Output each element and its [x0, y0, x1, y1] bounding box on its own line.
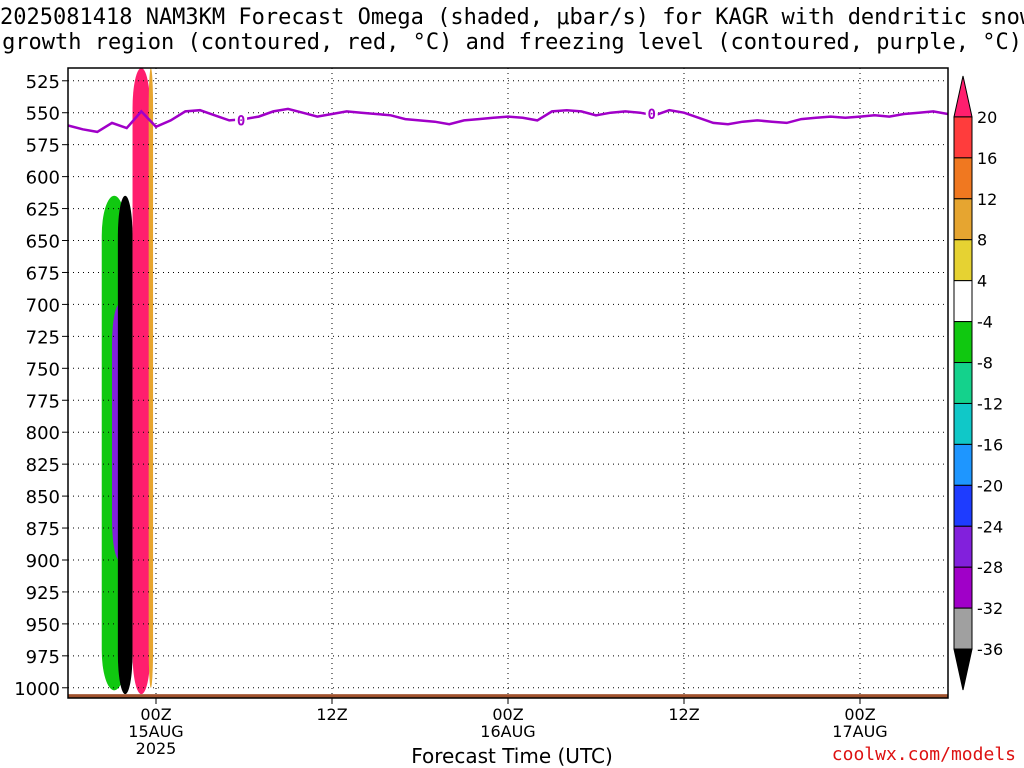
x-axis-label: Forecast Time (UTC)	[411, 744, 613, 768]
x-tick-label: 00Z	[844, 705, 875, 724]
colorbar-label: -28	[977, 558, 1003, 577]
x-tick-label: 12Z	[668, 705, 699, 724]
ground-terrain	[68, 694, 948, 698]
omega-region	[132, 68, 151, 695]
colorbar-swatch	[953, 198, 973, 241]
x-tick-label: 2025	[136, 739, 177, 758]
colorbar-swatch	[953, 607, 973, 650]
y-tick-label: 600	[26, 168, 60, 189]
colorbar-label: -36	[977, 640, 1003, 659]
colorbar-label: -12	[977, 394, 1003, 413]
y-tick-label: 625	[26, 200, 60, 221]
colorbar-label: -24	[977, 517, 1003, 536]
colorbar-label: -20	[977, 476, 1003, 495]
x-tick-label: 00Z	[140, 705, 171, 724]
omega-region	[148, 68, 154, 688]
y-tick-label: 725	[26, 327, 60, 348]
x-tick-label: 16AUG	[480, 722, 535, 741]
colorbar-swatch	[953, 484, 973, 527]
y-tick-label: 925	[26, 583, 60, 604]
colorbar-label: 16	[977, 149, 997, 168]
colorbar-swatch	[953, 402, 973, 445]
colorbar-swatch	[953, 525, 973, 568]
y-tick-label: 575	[26, 136, 60, 157]
x-tick-label: 15AUG	[128, 722, 183, 741]
freezing-level-label-bg	[645, 105, 658, 122]
plot-border	[67, 67, 949, 699]
credit-text: coolwx.com/models	[831, 744, 1016, 765]
colorbar-label: 4	[977, 272, 987, 291]
freezing-level-line	[68, 107, 948, 134]
colorbar-label: 20	[977, 108, 997, 127]
y-tick-label: 875	[26, 519, 60, 540]
colorbar-swatch	[953, 75, 973, 118]
colorbar-swatch	[953, 321, 973, 364]
x-tick-label: 17AUG	[832, 722, 887, 741]
y-tick-label: 650	[26, 232, 60, 253]
y-tick-label: 850	[26, 487, 60, 508]
y-tick-label: 675	[26, 263, 60, 284]
y-tick-label: 900	[26, 551, 60, 572]
freezing-level-label: 0	[648, 107, 656, 123]
chart-title-line2: growth region (contoured, red, °C) and f…	[2, 30, 1022, 55]
colorbar-swatch	[953, 239, 973, 282]
x-tick-label: 00Z	[492, 705, 523, 724]
chart-title-line1: 2025081418 NAM3KM Forecast Omega (shaded…	[0, 5, 1024, 30]
y-tick-label: 525	[26, 72, 60, 93]
colorbar-swatch	[953, 362, 973, 404]
y-tick-label: 825	[26, 455, 60, 476]
colorbar-swatch	[953, 566, 973, 609]
y-tick-label: 750	[26, 359, 60, 380]
colorbar-swatch	[953, 116, 973, 159]
colorbar-label: 12	[977, 190, 997, 209]
colorbar-swatch	[953, 157, 973, 200]
freezing-level-label: 0	[237, 113, 245, 129]
colorbar-label: -4	[977, 313, 993, 332]
y-tick-label: 800	[26, 423, 60, 444]
x-tick-label: 12Z	[316, 705, 347, 724]
colorbar-label: -32	[977, 599, 1003, 618]
y-tick-label: 700	[26, 295, 60, 316]
colorbar-swatch	[953, 280, 973, 323]
y-tick-label: 775	[26, 391, 60, 412]
colorbar-swatch	[953, 648, 973, 691]
y-tick-label: 975	[26, 647, 60, 668]
y-tick-label: 1000	[14, 679, 60, 700]
omega-region	[117, 195, 133, 695]
colorbar-label: -8	[977, 354, 993, 373]
colorbar-label: 8	[977, 231, 987, 250]
y-tick-label: 950	[26, 615, 60, 636]
colorbar-label: -16	[977, 435, 1003, 454]
y-tick-label: 550	[26, 104, 60, 125]
colorbar-swatch	[953, 443, 973, 486]
freezing-level-label-bg	[235, 111, 248, 128]
